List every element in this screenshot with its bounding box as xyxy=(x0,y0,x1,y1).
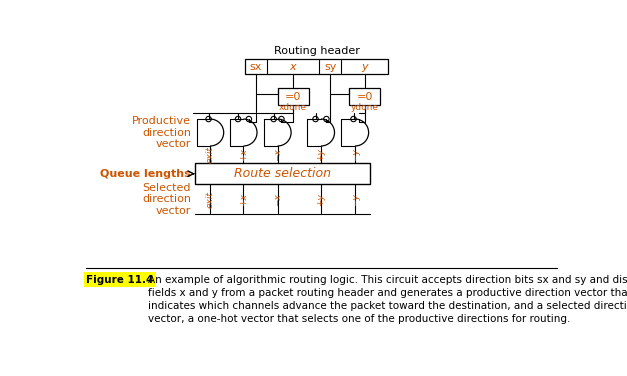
Text: sy: sy xyxy=(324,62,337,72)
Bar xyxy=(195,163,370,185)
Text: Selected
direction
vector: Selected direction vector xyxy=(142,182,191,216)
Text: exit: exit xyxy=(206,146,214,163)
Text: y: y xyxy=(361,62,368,72)
Text: x: x xyxy=(290,62,297,72)
Text: +x: +x xyxy=(239,193,248,206)
Text: ydone: ydone xyxy=(350,103,379,112)
Bar xyxy=(245,59,388,74)
Text: Figure 11.4: Figure 11.4 xyxy=(86,274,154,285)
Bar xyxy=(349,88,380,105)
Text: Productive
direction
vector: Productive direction vector xyxy=(132,116,191,149)
Text: An example of algorithmic routing logic. This circuit accepts direction bits sx : An example of algorithmic routing logic.… xyxy=(148,274,627,324)
Text: Route selection: Route selection xyxy=(234,167,331,180)
Text: Queue lengths: Queue lengths xyxy=(100,169,191,179)
Text: sx: sx xyxy=(250,62,262,72)
Text: +y: +y xyxy=(317,193,325,206)
Text: −y: −y xyxy=(350,148,359,161)
Text: =0: =0 xyxy=(285,92,301,102)
Text: Routing header: Routing header xyxy=(274,46,360,56)
Text: =0: =0 xyxy=(357,92,373,102)
Text: −x: −x xyxy=(273,148,282,161)
Text: exit: exit xyxy=(206,191,214,208)
Text: +y: +y xyxy=(317,148,325,161)
Text: −x: −x xyxy=(273,193,282,206)
Text: −y: −y xyxy=(350,193,359,206)
Text: +x: +x xyxy=(239,148,248,161)
Text: xdone: xdone xyxy=(279,103,307,112)
Bar xyxy=(278,88,308,105)
